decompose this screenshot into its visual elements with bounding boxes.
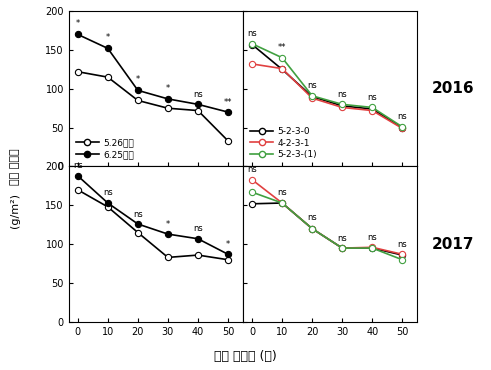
Text: *: * <box>106 33 110 42</box>
Text: *: * <box>76 19 80 28</box>
Text: *: * <box>136 75 140 84</box>
Text: **: ** <box>224 98 232 107</box>
Text: *: * <box>226 240 230 249</box>
Text: ns: ns <box>367 93 377 102</box>
Text: ns: ns <box>247 29 257 38</box>
Text: ns: ns <box>337 90 347 99</box>
Text: ns: ns <box>193 224 203 233</box>
Text: ns: ns <box>397 112 407 121</box>
Text: ns: ns <box>367 233 377 242</box>
Text: 2017: 2017 <box>431 237 474 252</box>
Text: ns: ns <box>73 161 82 170</box>
Text: ns: ns <box>193 90 203 99</box>
Text: **: ** <box>278 43 286 51</box>
Text: ns: ns <box>307 213 317 222</box>
Text: *: * <box>166 84 170 94</box>
Text: (g/m²): (g/m²) <box>10 194 20 228</box>
Text: ns: ns <box>133 209 143 219</box>
Text: 이수 후일수 (일): 이수 후일수 (일) <box>214 350 277 363</box>
Text: ns: ns <box>277 188 287 197</box>
Text: ns: ns <box>397 240 407 249</box>
Text: ns: ns <box>103 188 112 197</box>
Legend: 5-2-3-0, 4-2-3-1, 5-2-3-(1): 5-2-3-0, 4-2-3-1, 5-2-3-(1) <box>247 124 320 162</box>
Text: *: * <box>166 220 170 229</box>
Legend: 5.26이앙, 6.25이앙: 5.26이앙, 6.25이앙 <box>73 136 136 162</box>
Text: 2016: 2016 <box>431 81 474 96</box>
Text: ns: ns <box>247 165 257 174</box>
Text: 엽신 건물중: 엽신 건물중 <box>10 148 20 185</box>
Text: ns: ns <box>307 81 317 90</box>
Text: ns: ns <box>337 233 347 243</box>
